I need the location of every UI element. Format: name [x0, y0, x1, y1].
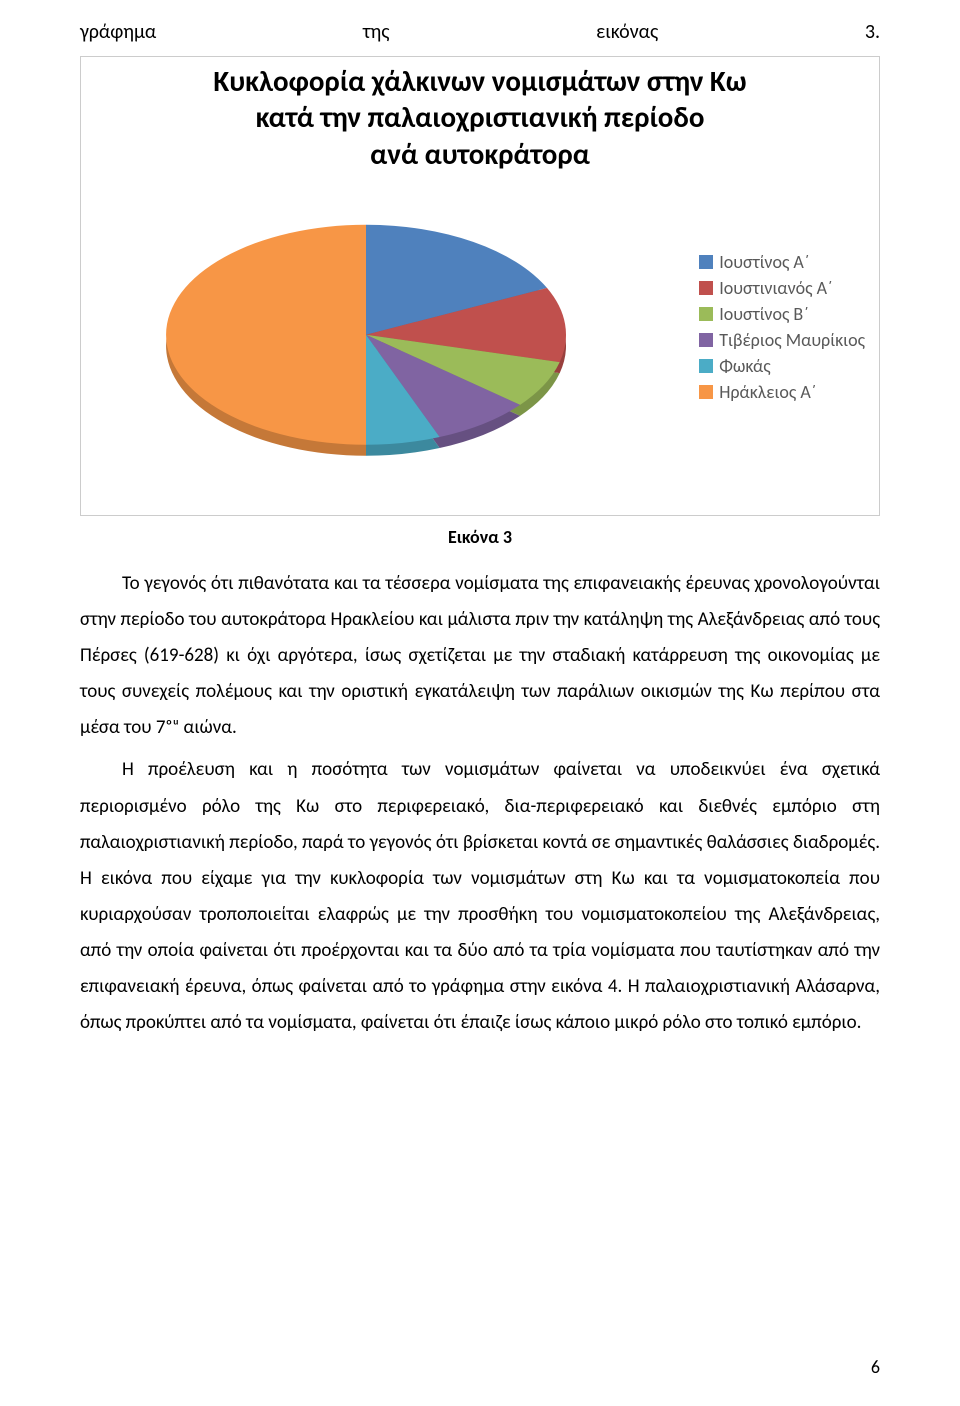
- legend-swatch: [699, 385, 713, 399]
- legend-item: Ιουστινιανός Α΄: [699, 277, 865, 299]
- chart-legend: Ιουστίνος Α΄ Ιουστινιανός Α΄ Ιουστίνος Β΄ Τ…: [699, 247, 865, 407]
- chart-title: Κυκλοφορία χάλκινων νομισμάτων στην Κω κ…: [81, 63, 879, 172]
- paragraph: Το γεγονός ότι πιθανότατα και τα τέσσερα…: [80, 566, 880, 746]
- chart-title-line: ανά αυτοκράτορα: [81, 136, 879, 172]
- legend-label: Ηράκλειος Α΄: [719, 381, 816, 403]
- legend-item: Ιουστίνος Β΄: [699, 303, 865, 325]
- legend-item: Φωκάς: [699, 355, 865, 377]
- pie-slice: [166, 225, 366, 445]
- header-word: της: [363, 20, 390, 44]
- legend-swatch: [699, 359, 713, 373]
- legend-label: Φωκάς: [719, 355, 770, 377]
- legend-swatch: [699, 255, 713, 269]
- page-number: 6: [871, 1356, 880, 1378]
- chart-title-line: κατά την παλαιοχριστιανική περίοδο: [81, 99, 879, 135]
- header-word: εικόνας: [596, 20, 658, 44]
- header-word: γράφημα: [80, 20, 156, 44]
- page: γράφημα της εικόνας 3. Κυκλοφορία χάλκιν…: [0, 0, 960, 1406]
- legend-label: Ιουστίνος Β΄: [719, 303, 809, 325]
- legend-item: Τιβέριος Μαυρίκιος: [699, 329, 865, 351]
- legend-swatch: [699, 333, 713, 347]
- header-word: 3.: [865, 20, 880, 44]
- legend-label: Ιουστίνος Α΄: [719, 251, 809, 273]
- legend-swatch: [699, 307, 713, 321]
- legend-label: Τιβέριος Μαυρίκιος: [719, 329, 865, 351]
- pie-chart: Κυκλοφορία χάλκινων νομισμάτων στην Κω κ…: [80, 56, 880, 516]
- header-justified-line: γράφημα της εικόνας 3.: [80, 20, 880, 44]
- pie-plot-area: [161, 222, 571, 492]
- body-text: Το γεγονός ότι πιθανότατα και τα τέσσερα…: [80, 566, 880, 1041]
- paragraph: Η προέλευση και η ποσότητα των νομισμάτω…: [80, 752, 880, 1041]
- figure-caption: Εικόνα 3: [80, 526, 880, 548]
- pie-3d-top: [161, 222, 571, 448]
- chart-title-line: Κυκλοφορία χάλκινων νομισμάτων στην Κω: [81, 63, 879, 99]
- legend-label: Ιουστινιανός Α΄: [719, 277, 833, 299]
- legend-item: Ιουστίνος Α΄: [699, 251, 865, 273]
- legend-item: Ηράκλειος Α΄: [699, 381, 865, 403]
- legend-swatch: [699, 281, 713, 295]
